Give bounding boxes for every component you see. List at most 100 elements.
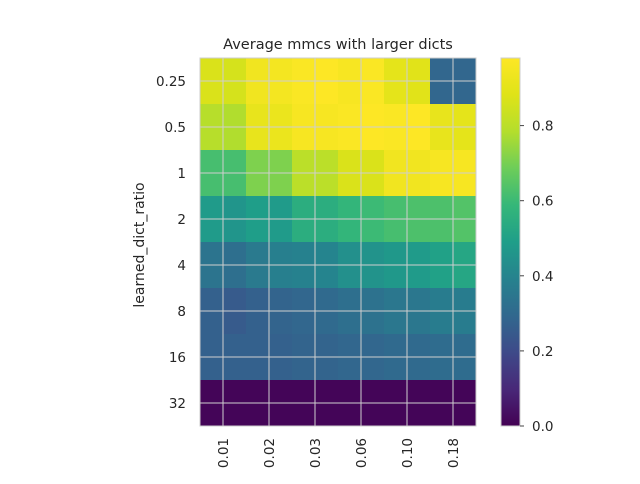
heatmap-cell: [223, 81, 247, 105]
heatmap-cell: [292, 81, 316, 105]
heatmap-cell: [407, 242, 431, 266]
heatmap-cell: [200, 196, 224, 220]
heatmap-cell: [361, 334, 385, 358]
heatmap-cell: [338, 58, 362, 82]
x-tick-label: 0.03: [308, 438, 324, 468]
heatmap-cell: [407, 150, 431, 174]
y-tick-label: 2: [177, 212, 186, 228]
heatmap-cell: [269, 58, 293, 82]
heatmap-cell: [315, 357, 339, 381]
heatmap-cell: [315, 196, 339, 220]
heatmap-cell: [407, 403, 431, 427]
heatmap-cell: [361, 104, 385, 128]
x-tick-label: 0.18: [446, 438, 462, 468]
heatmap-cell: [338, 196, 362, 220]
heatmap-cell: [269, 357, 293, 381]
heatmap-cell: [430, 380, 454, 404]
heatmap-cell: [453, 265, 477, 289]
heatmap-cell: [223, 150, 247, 174]
heatmap-cell: [384, 81, 408, 105]
heatmap-cell: [338, 219, 362, 243]
heatmap-cell: [338, 380, 362, 404]
heatmap-cell: [338, 104, 362, 128]
heatmap-cell: [407, 81, 431, 105]
heatmap-cell: [338, 334, 362, 358]
heatmap-cell: [407, 127, 431, 151]
heatmap-cell: [292, 150, 316, 174]
heatmap-cell: [315, 311, 339, 335]
heatmap-cell: [223, 104, 247, 128]
heatmap-cell: [361, 380, 385, 404]
heatmap-cell: [453, 150, 477, 174]
heatmap-cell: [292, 196, 316, 220]
heatmap-cell: [361, 127, 385, 151]
heatmap-cell: [430, 58, 454, 82]
heatmap-cell: [292, 403, 316, 427]
heatmap-cell: [246, 104, 270, 128]
heatmap-cell: [246, 288, 270, 312]
heatmap-cell: [384, 265, 408, 289]
gridlines: [200, 58, 476, 426]
heatmap-cell: [315, 173, 339, 197]
heatmap-cell: [269, 150, 293, 174]
heatmap-cell: [246, 58, 270, 82]
heatmap-cell: [246, 403, 270, 427]
heatmap-cell: [246, 380, 270, 404]
heatmap-cell: [200, 219, 224, 243]
heatmap-cell: [361, 357, 385, 381]
heatmap-cell: [384, 334, 408, 358]
heatmap-cell: [384, 288, 408, 312]
y-tick-label: 1: [177, 166, 186, 182]
heatmap-cell: [292, 58, 316, 82]
heatmap-cell: [453, 196, 477, 220]
heatmap-cell: [246, 265, 270, 289]
heatmap-cell: [223, 265, 247, 289]
heatmap-cell: [269, 104, 293, 128]
heatmap-cell: [384, 403, 408, 427]
heatmap-cell: [361, 219, 385, 243]
colorbar-tick-label: 0.4: [532, 269, 553, 285]
heatmap-cell: [246, 196, 270, 220]
heatmap-cell: [338, 242, 362, 266]
heatmap-cell: [269, 288, 293, 312]
heatmap-cell: [453, 81, 477, 105]
heatmap-cell: [338, 173, 362, 197]
heatmap-cell: [223, 334, 247, 358]
heatmap-cell: [223, 380, 247, 404]
heatmap-cell: [338, 403, 362, 427]
heatmap-cell: [453, 127, 477, 151]
heatmap-cell: [200, 265, 224, 289]
heatmap-cell: [384, 173, 408, 197]
heatmap-cell: [246, 357, 270, 381]
heatmap-cell: [407, 357, 431, 381]
heatmap-cell: [315, 288, 339, 312]
heatmap-cell: [269, 127, 293, 151]
heatmap-cell: [200, 334, 224, 358]
heatmap-cell: [453, 242, 477, 266]
heatmap-cell: [430, 81, 454, 105]
heatmap-cell: [407, 58, 431, 82]
x-tick-label: 0.01: [216, 438, 232, 468]
x-tick-label: 0.06: [354, 438, 370, 468]
heatmap-cell: [407, 219, 431, 243]
heatmap-cell: [361, 311, 385, 335]
chart-title: Average mmcs with larger dicts: [223, 37, 453, 53]
heatmap-cell: [315, 403, 339, 427]
heatmap-cell: [223, 288, 247, 312]
heatmap-cell: [430, 357, 454, 381]
heatmap-cell: [292, 311, 316, 335]
heatmap-cell: [223, 242, 247, 266]
heatmap-cells: [200, 58, 477, 427]
heatmap-cell: [246, 127, 270, 151]
y-tick-label: 32: [169, 396, 186, 412]
heatmap-cell: [292, 265, 316, 289]
heatmap-cell: [361, 242, 385, 266]
heatmap-cell: [384, 380, 408, 404]
heatmap-cell: [384, 357, 408, 381]
x-tick-label: 0.10: [400, 438, 416, 468]
heatmap-cell: [292, 127, 316, 151]
heatmap-cell: [384, 58, 408, 82]
heatmap-cell: [384, 242, 408, 266]
heatmap-cell: [407, 311, 431, 335]
